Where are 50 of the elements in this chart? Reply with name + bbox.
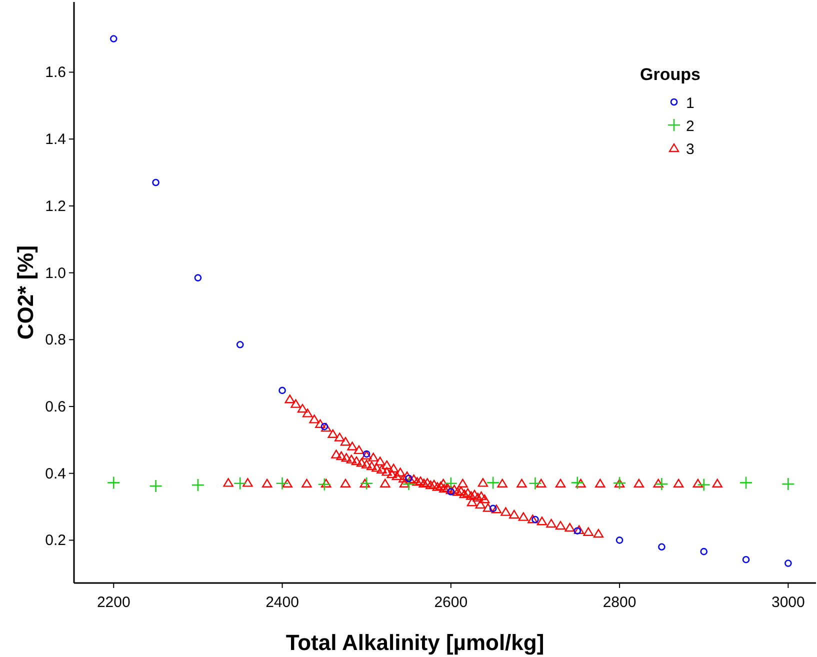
point <box>149 479 162 493</box>
point <box>405 474 412 482</box>
y-tick-label: 0.2 <box>45 532 66 550</box>
x-tick-label: 2400 <box>266 594 299 611</box>
point <box>532 516 539 524</box>
y-tick-label: 0.8 <box>45 332 66 349</box>
y-tick-label: 1.0 <box>45 264 66 282</box>
point <box>782 477 795 491</box>
point <box>191 478 205 492</box>
y-tick-label: 0.6 <box>45 398 66 416</box>
point <box>570 476 584 490</box>
point <box>236 341 244 348</box>
point <box>194 274 202 282</box>
y-tick-label: 1.6 <box>45 64 66 82</box>
y-tick-label: 0.4 <box>45 465 66 482</box>
point <box>616 536 624 544</box>
point <box>739 476 753 490</box>
point <box>528 476 542 490</box>
point <box>742 556 750 564</box>
legend-label: 2 <box>686 118 694 135</box>
point <box>612 476 626 490</box>
point <box>402 477 416 491</box>
y-tick-label: 1.2 <box>45 198 66 215</box>
point <box>574 527 582 534</box>
x-tick-label: 2600 <box>434 594 468 611</box>
point <box>233 476 247 490</box>
legend-label: 3 <box>686 141 694 158</box>
legend-title: Groups <box>640 65 700 84</box>
point <box>318 478 332 492</box>
x-tick-label: 3000 <box>771 594 805 611</box>
point <box>658 543 666 551</box>
point <box>697 478 711 492</box>
x-tick-label: 2200 <box>96 594 130 611</box>
point <box>486 476 500 490</box>
x-axis-title: Total Alkalinity [µmol/kg] <box>286 630 544 655</box>
point <box>106 476 120 490</box>
point <box>320 422 328 430</box>
point <box>276 476 289 490</box>
point <box>110 35 118 42</box>
x-tick-label: 2800 <box>602 594 636 611</box>
point <box>700 548 708 556</box>
point <box>152 178 160 186</box>
point <box>784 560 792 567</box>
y-tick-label: 1.4 <box>45 131 66 148</box>
point <box>444 476 458 490</box>
y-axis-title: CO2* [%] <box>13 245 38 340</box>
point <box>655 477 668 491</box>
legend-label: 1 <box>686 95 694 112</box>
point <box>360 476 374 490</box>
point <box>278 386 286 394</box>
